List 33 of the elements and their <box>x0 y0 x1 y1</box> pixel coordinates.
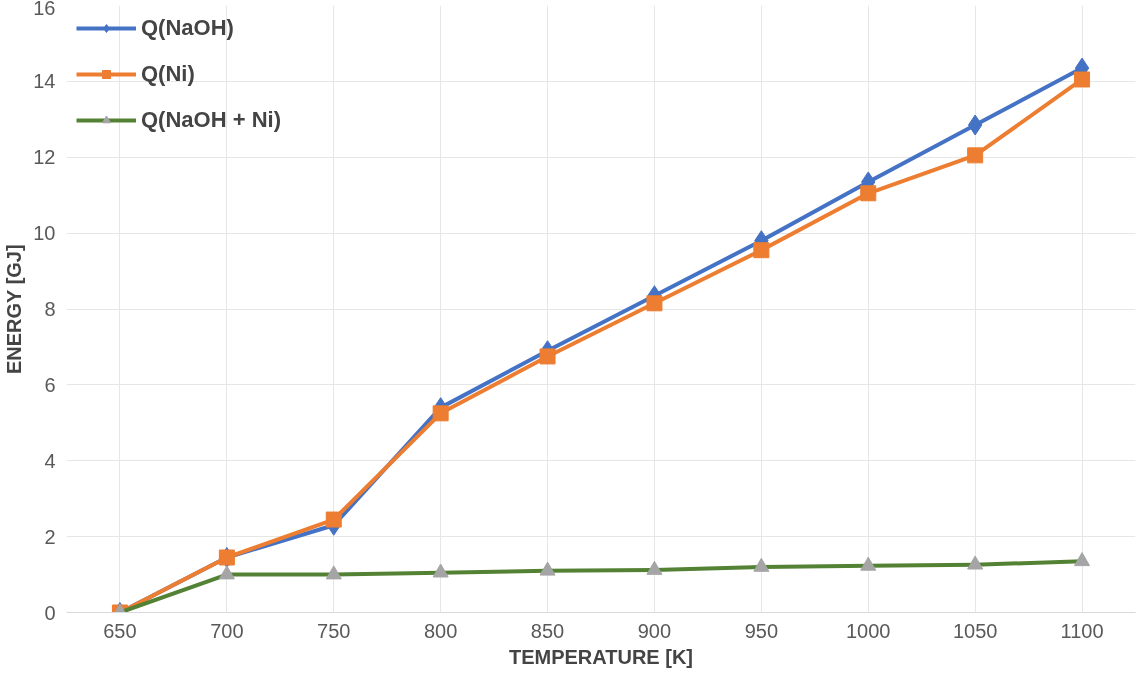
point <box>646 295 663 312</box>
point <box>967 114 983 136</box>
y-tick-label: 14 <box>33 70 56 93</box>
legend-label: Q(NaOH) <box>141 15 234 41</box>
x-tick-label: 800 <box>423 619 458 642</box>
x-tick-label: 650 <box>103 619 137 642</box>
y-tick-label: 12 <box>33 146 56 169</box>
y-tick-label: 2 <box>44 525 56 548</box>
y-tick-label: 4 <box>44 449 56 472</box>
y-tick-label: 10 <box>33 222 56 245</box>
point <box>967 147 984 164</box>
point <box>325 511 342 528</box>
y-tick-label: 16 <box>33 0 56 19</box>
x-tick-label: 900 <box>637 619 672 642</box>
x-tick-label: 1100 <box>1060 619 1104 642</box>
x-axis-title: TEMPERATURE [K] <box>508 645 694 668</box>
y-tick-label: 8 <box>44 298 56 320</box>
x-tick-label: 1000 <box>846 619 891 642</box>
point <box>539 348 556 365</box>
x-tick-label: 950 <box>744 619 779 642</box>
x-tick-label: 700 <box>210 619 244 642</box>
x-tick-label: 850 <box>530 619 565 642</box>
legend-label: Q(Ni) <box>141 61 195 87</box>
y-tick-label: 6 <box>44 373 56 396</box>
point <box>860 185 877 202</box>
x-tick-label: 750 <box>317 619 351 642</box>
legend-label: Q(NaOH + Ni) <box>141 107 281 133</box>
y-axis-title: ENERGY [GJ] <box>3 244 26 375</box>
point <box>753 242 770 259</box>
point <box>432 405 449 422</box>
x-tick-label: 1050 <box>952 619 998 642</box>
y-tick-label: 0 <box>44 601 56 624</box>
point <box>1074 71 1091 88</box>
